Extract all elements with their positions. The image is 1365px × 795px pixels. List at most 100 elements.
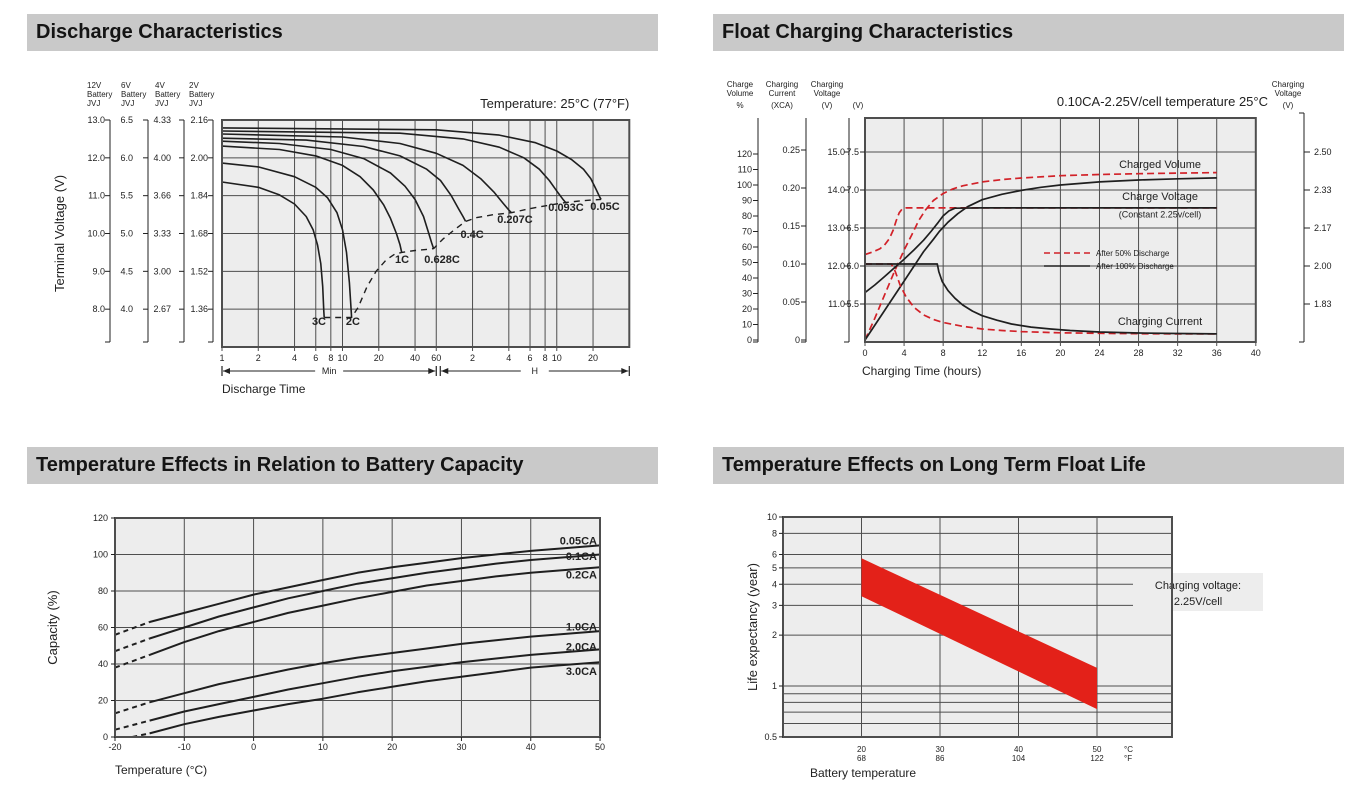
x-tick-label: 20: [1055, 348, 1065, 358]
y-tick-label: 2: [772, 630, 777, 640]
plot-frame: [782, 516, 1173, 738]
annotation-line: 2.25V/cell: [1174, 596, 1222, 608]
axis-tick-label: 10: [742, 320, 752, 330]
x-tick-label-celsius: 40: [1014, 745, 1023, 754]
range-label: Min: [322, 366, 337, 376]
discharge-curve-3C: [221, 181, 325, 318]
curve-label-0.093C: 0.093C: [548, 202, 584, 214]
scale-tick-label: 1.52: [190, 266, 208, 276]
plot-label: Charging Current: [1118, 316, 1202, 328]
curve-label-0.05CA: 0.05CA: [560, 536, 597, 548]
capacity-curve-dash-1.0CA: [114, 701, 150, 715]
axis-tick-label: 90: [742, 196, 752, 206]
scale-column-header: 12V: [87, 81, 102, 90]
axis-tick-label: 50: [742, 258, 752, 268]
axis-tick-label: 0: [795, 335, 800, 345]
scale-column-header: JVJ: [155, 99, 168, 108]
axis-tick-label: 0.20: [782, 183, 800, 193]
axis-tick-label: 14.0: [827, 185, 845, 195]
float-charging-chart: Charged Volume Charge Voltage (Constant 2.…: [727, 80, 1332, 378]
axis-header: (XCA): [771, 101, 793, 110]
curve-label-3C: 3C: [312, 316, 326, 328]
axis-tick-label: 1.83: [1314, 299, 1332, 309]
discharge-curve-0.05C: [221, 127, 602, 200]
x-tick-label: 10: [552, 353, 562, 363]
y-axis-title: Life expectancy (year): [745, 563, 760, 691]
x-tick-label-celsius: 20: [857, 745, 866, 754]
axis-header: Voltage: [1275, 89, 1302, 98]
capacity-curve-0.1CA: [149, 553, 601, 640]
scale-tick-label: 4.00: [153, 153, 171, 163]
y-tick-label: 80: [98, 586, 108, 596]
capacity-curve-dash-0.1CA: [114, 637, 150, 653]
arrowhead: [621, 368, 629, 374]
capacity-temperature-chart: 0.05CA 0.1CA 0.2CA 1.0CA 2.0CA 3.0CA 0 20 40 60 80…: [45, 513, 605, 777]
axis-tick-label: 5.5: [846, 299, 859, 309]
x-tick-label: 24: [1094, 348, 1104, 358]
axis-header: %: [736, 101, 743, 110]
scale-column-header: Battery: [189, 90, 214, 99]
y-tick-label: 5: [772, 563, 777, 573]
plot-label: Charge Voltage: [1122, 191, 1198, 203]
x-tick-label: 50: [595, 742, 605, 752]
arrowhead: [441, 368, 449, 374]
axis-header: (V): [853, 101, 864, 110]
axis-tick-label: 80: [742, 211, 752, 221]
x-tick-label-fahrenheit: 104: [1012, 754, 1026, 763]
x-tick-label-fahrenheit: 122: [1090, 754, 1104, 763]
axis-tick-label: 0.05: [782, 297, 800, 307]
axis-header: Charging: [766, 80, 798, 89]
curve-label-2.0CA: 2.0CA: [566, 642, 597, 654]
scale-column-header: JVJ: [189, 99, 202, 108]
y-tick-label: 1: [772, 681, 777, 691]
x-tick-label: 60: [431, 353, 441, 363]
capacity-curve-0.2CA: [149, 566, 601, 656]
y-axis-title: Capacity (%): [45, 590, 60, 664]
curve-label-0.05C: 0.05C: [590, 201, 619, 213]
axis-tick-label: 30: [742, 289, 752, 299]
x-tick-label: 40: [526, 742, 536, 752]
y-tick-label: 0.5: [764, 732, 777, 742]
scale-tick-label: 3.00: [153, 266, 171, 276]
axis-tick-label: 2.33: [1314, 185, 1332, 195]
series-charged-volume-100: [864, 177, 1217, 341]
series-charge-voltage-100: [864, 207, 1217, 294]
scale-tick-label: 9.0: [92, 266, 105, 276]
x-tick-label: 40: [1251, 348, 1261, 358]
x-tick-label: 20: [374, 353, 384, 363]
scale-column-header: JVJ: [121, 99, 134, 108]
axis-header: Current: [769, 89, 796, 98]
curve-label-3.0CA: 3.0CA: [566, 666, 597, 678]
scale-tick-label: 6.0: [120, 153, 133, 163]
axis-tick-label: 15.0: [827, 147, 845, 157]
capacity-curve-dash-2.0CA: [114, 719, 150, 731]
section-header-discharge: Discharge Characteristics: [27, 14, 658, 51]
x-tick-label: 28: [1134, 348, 1144, 358]
scale-column-header: Battery: [155, 90, 180, 99]
curve-label-0.4C: 0.4C: [460, 229, 483, 241]
x-tick-label: 12: [977, 348, 987, 358]
curve-label-0.1CA: 0.1CA: [566, 551, 597, 563]
axis-tick-label: 0: [747, 335, 752, 345]
x-tick-label: 30: [456, 742, 466, 752]
curve-label-0.207C: 0.207C: [497, 214, 533, 226]
axis-tick-label: 6.0: [846, 261, 859, 271]
axis-tick-label: 11.0: [828, 299, 845, 309]
axis-header: Charge: [727, 80, 754, 89]
curve-label-2C: 2C: [346, 316, 360, 328]
discharge-curve-0.4C: [221, 137, 467, 222]
capacity-curve-dash-0.05CA: [114, 621, 150, 636]
x-tick-label: 20: [588, 353, 598, 363]
scale-column-header: Battery: [121, 90, 146, 99]
discharge-curve-2C: [221, 162, 353, 318]
x-tick-label: 10: [318, 742, 328, 752]
capacity-curve-3.0CA: [149, 661, 601, 735]
float-life-chart: Charging voltage:2.25V/cell1086543210.52…: [745, 512, 1263, 780]
annotation-line: Charging voltage:: [1155, 580, 1241, 592]
x-tick-label: 8: [543, 353, 548, 363]
x-unit-celsius: °C: [1124, 745, 1133, 754]
axis-tick-label: 7.0: [846, 185, 859, 195]
scale-tick-label: 3.66: [153, 191, 171, 201]
y-tick-label: 10: [767, 512, 777, 522]
